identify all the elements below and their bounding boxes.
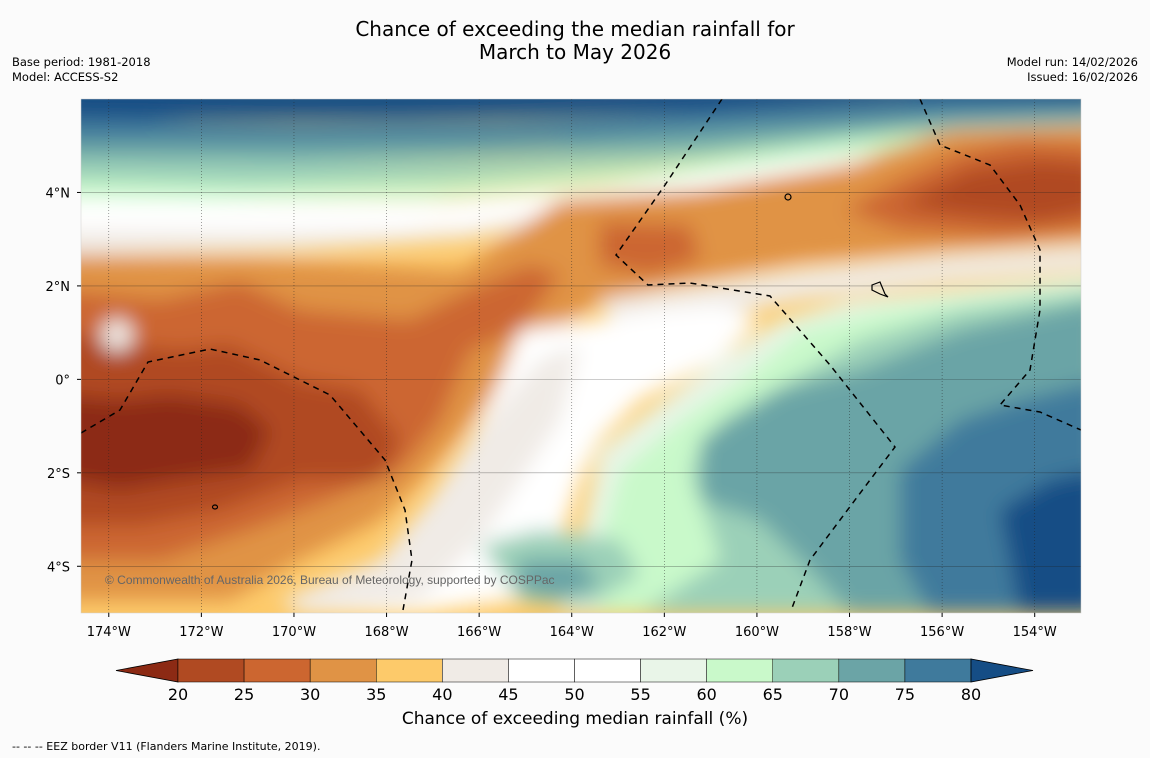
colorbar bbox=[115, 658, 1034, 683]
island-3 bbox=[211, 504, 219, 510]
region-neutral-central-45 bbox=[280, 345, 580, 613]
map-area: © Commonwealth of Australia 2026, Bureau… bbox=[81, 99, 1081, 613]
title-line-1: Chance of exceeding the median rainfall … bbox=[355, 17, 795, 41]
x-tick-label: 162°W bbox=[642, 625, 686, 640]
x-tick-label: 164°W bbox=[550, 625, 594, 640]
region-wet-north-65 bbox=[81, 118, 1081, 185]
base-period: Base period: 1981-2018 bbox=[12, 55, 151, 69]
region-wet-north-80 bbox=[81, 99, 1081, 122]
eez-border-east bbox=[919, 99, 1081, 431]
colorbar-segment bbox=[904, 658, 972, 683]
x-tick-label: 154°W bbox=[1013, 625, 1057, 640]
island-2 bbox=[871, 281, 889, 298]
model-run: Model run: 14/02/2026 bbox=[1006, 55, 1138, 69]
colorbar-tick-label: 40 bbox=[432, 685, 452, 704]
meta-right: Model run: 14/02/2026 Issued: 16/02/2026 bbox=[1007, 55, 1138, 85]
region-neutral-north-45 bbox=[81, 195, 640, 255]
colorbar-tick-label: 65 bbox=[763, 685, 783, 704]
eez-border-kiribati-line bbox=[615, 99, 896, 609]
colorbar-segment bbox=[640, 658, 707, 683]
x-tick-label: 166°W bbox=[457, 625, 501, 640]
meta-left: Base period: 1981-2018 Model: ACCESS-S2 bbox=[12, 55, 151, 85]
colorbar-segment bbox=[376, 658, 443, 683]
colorbar-arrow-low bbox=[115, 658, 179, 683]
region-dry-west-20 bbox=[81, 395, 270, 490]
colorbar-tick-label: 50 bbox=[564, 685, 584, 704]
x-axis-ticks: 174°W 172°W 170°W 168°W 166°W 164°W 162°W 160°W… bbox=[87, 613, 1057, 640]
region-neutral-east bbox=[600, 246, 1081, 340]
y-axis-ticks: 4°N 2°N 0° 2°S 4°S bbox=[46, 186, 81, 575]
issued-date: Issued: 16/02/2026 bbox=[1027, 70, 1138, 84]
colorbar-tick-label: 25 bbox=[234, 685, 254, 704]
region-wet-north-75 bbox=[81, 99, 1081, 140]
x-tick-label: 174°W bbox=[87, 625, 131, 640]
colorbar-segment bbox=[706, 658, 774, 683]
eez-border-kiribati-phoenix bbox=[81, 348, 413, 611]
eez-borders bbox=[81, 99, 1081, 611]
colorbar-tick-label: 80 bbox=[961, 685, 981, 704]
copyright-text: © Commonwealth of Australia 2026, Bureau… bbox=[105, 573, 555, 587]
model-name: Model: ACCESS-S2 bbox=[12, 70, 119, 84]
x-tick-label: 172°W bbox=[179, 625, 223, 640]
colorbar-segment bbox=[772, 658, 840, 683]
region-wet-north-70 bbox=[81, 112, 1081, 160]
region-dry-ne-25 bbox=[900, 160, 1081, 222]
x-tick-label: 156°W bbox=[920, 625, 964, 640]
colorbar-segment bbox=[574, 658, 641, 683]
islands bbox=[211, 193, 889, 510]
region-light-spot bbox=[101, 319, 133, 351]
y-tick-label: 2°N bbox=[46, 280, 71, 295]
map-frame bbox=[80, 98, 1082, 614]
chart-title: Chance of exceeding the median rainfall … bbox=[0, 18, 1150, 64]
region-neutral-north bbox=[81, 133, 1081, 236]
colorbar-tick-label: 60 bbox=[696, 685, 716, 704]
region-wet-north-60 bbox=[81, 127, 1081, 200]
region-dry-ne-30 bbox=[600, 222, 700, 275]
x-tick-label: 160°W bbox=[735, 625, 779, 640]
colorbar-segment bbox=[442, 658, 509, 683]
title-line-2: March to May 2026 bbox=[478, 40, 672, 64]
colorbar-tick-label: 55 bbox=[630, 685, 650, 704]
footer-note: -- -- -- EEZ border V11 (Flanders Marine… bbox=[12, 740, 321, 753]
colorbar-segment bbox=[508, 658, 575, 683]
region-dry-ne-35 bbox=[420, 125, 1081, 300]
colorbar-segment bbox=[838, 658, 906, 683]
y-tick-label: 2°S bbox=[47, 467, 70, 482]
x-tick-label: 170°W bbox=[272, 625, 316, 640]
x-tick-label: 158°W bbox=[827, 625, 871, 640]
colorbar-tick-label: 20 bbox=[168, 685, 188, 704]
colorbar-ticks: 20 25 30 35 40 45 50 55 60 65 70 75 80 bbox=[168, 685, 981, 704]
colorbar-segment bbox=[243, 658, 311, 683]
gridlines bbox=[81, 99, 1081, 613]
region-wet-south-75 bbox=[515, 560, 600, 600]
colorbar-arrow-high bbox=[970, 658, 1034, 683]
region-wet-se-85 bbox=[1000, 473, 1081, 613]
x-tick-label: 168°W bbox=[364, 625, 408, 640]
island-1 bbox=[784, 193, 792, 201]
y-tick-label: 4°N bbox=[46, 186, 71, 201]
colorbar-tick-label: 30 bbox=[300, 685, 320, 704]
colorbar-tick-label: 70 bbox=[829, 685, 849, 704]
y-tick-label: 0° bbox=[55, 373, 70, 388]
y-tick-label: 4°S bbox=[47, 560, 70, 575]
colorbar-tick-label: 45 bbox=[498, 685, 518, 704]
colorbar-segment bbox=[309, 658, 377, 683]
colorbar-segment bbox=[177, 658, 245, 683]
colorbar-tick-label: 35 bbox=[366, 685, 386, 704]
colorbar-tick-label: 75 bbox=[895, 685, 915, 704]
colorbar-label: Chance of exceeding median rainfall (%) bbox=[401, 709, 749, 729]
